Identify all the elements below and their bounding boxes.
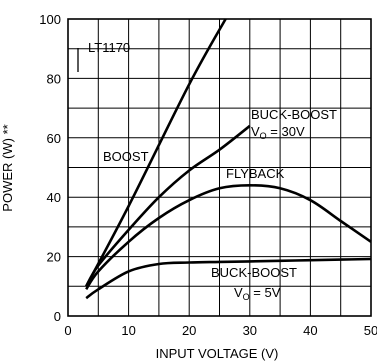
series-lines — [85, 18, 372, 300]
annotation-bb30-line2: VO = 30V — [251, 124, 305, 141]
x-tick-label: 10 — [121, 323, 135, 338]
y-tick-label: 100 — [39, 12, 61, 27]
y-tick-label: 80 — [47, 71, 61, 86]
series-line-0 — [85, 18, 227, 287]
x-tick-label: 30 — [243, 323, 257, 338]
x-tick-label: 50 — [364, 323, 377, 338]
x-tick-label: 0 — [64, 323, 71, 338]
annotation-boost: BOOST — [103, 149, 149, 164]
tick-labels: 0 20 40 60 80 100 0 10 20 30 40 50 — [39, 12, 377, 338]
y-axis-title: POWER (W) ** — [0, 124, 15, 211]
annotation-bb5-line1: BUCK-BOOST — [211, 265, 297, 280]
annotation-flyback: FLYBACK — [226, 166, 285, 181]
annotation-lt1170: LT1170 — [88, 40, 130, 55]
plot-frame — [67, 18, 372, 317]
annotation-bb30-value: = 30V — [267, 124, 305, 139]
annotation-bb5-value: = 5V — [250, 285, 281, 300]
y-tick-label: 40 — [47, 190, 61, 205]
series-line-3 — [85, 257, 372, 300]
annotation-bb5-v: V — [234, 285, 243, 300]
x-axis-title: INPUT VOLTAGE (V) — [156, 346, 279, 361]
y-tick-label: 20 — [47, 250, 61, 265]
y-tick-label: 0 — [54, 309, 61, 324]
annotation-bb30-subscript: O — [260, 131, 267, 141]
annotation-bb30-line1: BUCK-BOOST — [251, 107, 337, 122]
annotation-bb5-subscript: O — [243, 292, 250, 302]
x-tick-label: 40 — [303, 323, 317, 338]
series-line-1 — [85, 124, 251, 287]
x-tick-label: 20 — [182, 323, 196, 338]
series-line-2 — [85, 184, 372, 291]
annotation-bb5-line2: VO = 5V — [234, 285, 281, 302]
annotation-bb30-v: V — [251, 124, 260, 139]
y-tick-label: 60 — [47, 131, 61, 146]
grid — [67, 18, 372, 317]
